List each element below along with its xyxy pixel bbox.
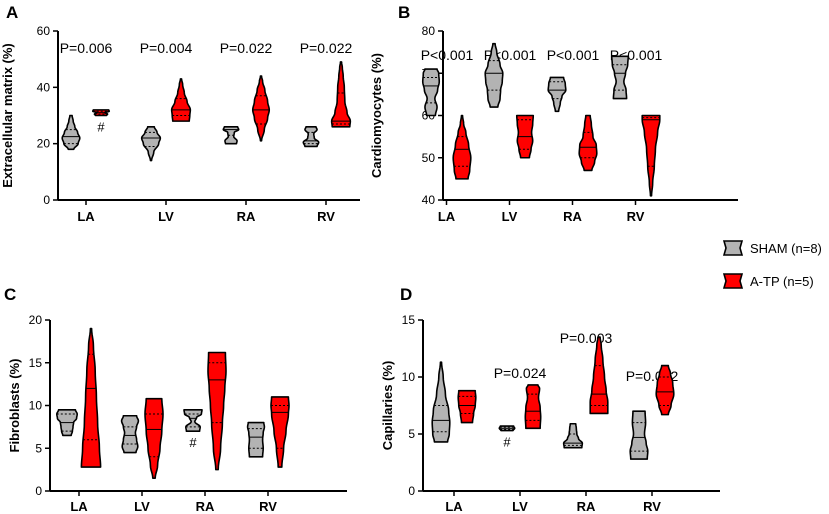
violin-sham-la xyxy=(61,114,81,151)
violin-sham-rv xyxy=(610,55,630,100)
violin-atp-rv xyxy=(641,114,661,197)
x-category-label: RA xyxy=(577,499,596,514)
violin-atp-lv xyxy=(144,397,164,479)
panel-b: B4050607080Cardiomyocytes (%)LAP<0.001LV… xyxy=(369,3,738,224)
y-tick-label: 40 xyxy=(37,80,51,94)
y-tick-label: 20 xyxy=(37,137,51,151)
y-tick-label: 10 xyxy=(29,399,43,413)
x-category-label: RA xyxy=(563,209,582,224)
y-tick-label: 15 xyxy=(29,356,43,370)
violin-sham-la xyxy=(421,68,441,117)
violin-atp-ra xyxy=(207,351,227,471)
x-category-label: RA xyxy=(196,499,215,514)
violin-atp-rv xyxy=(655,364,675,416)
violin-sham-rv xyxy=(246,421,266,458)
y-tick-label: 15 xyxy=(402,313,416,327)
y-tick-label: 0 xyxy=(408,484,415,498)
y-axis-title: Cardiomyocytes (%) xyxy=(369,53,384,178)
legend-swatch-sham xyxy=(722,240,744,256)
chart-panels: A 0 20 40 60 Extracellular matrix (%) LA P=0.00… xyxy=(0,3,738,514)
p-value-label: P<0.001 xyxy=(547,47,600,63)
panel-a: A 0 20 40 60 Extracellular matrix (%) LA P=0.00… xyxy=(0,3,360,224)
y-axis-title: Fibroblasts (%) xyxy=(7,359,22,453)
x-category-label: RA xyxy=(237,209,256,224)
legend-label-atp: A-TP (n=5) xyxy=(750,274,814,289)
violin-sham-ra xyxy=(562,422,584,449)
panel-letter: B xyxy=(398,3,410,22)
x-category-label: LV xyxy=(512,499,528,514)
violin-sham-lv xyxy=(484,42,504,108)
x-category-label: LV xyxy=(502,209,518,224)
violin-sham-lv xyxy=(120,414,140,454)
x-category-label: LA xyxy=(438,209,456,224)
violin-sham-ra xyxy=(183,408,203,432)
violin-atp-lv xyxy=(170,78,192,122)
p-value-label: P=0.022 xyxy=(220,40,273,56)
p-value-label: P=0.022 xyxy=(300,40,353,56)
p-value-label: P=0.024 xyxy=(494,365,547,381)
p-value-label: P<0.001 xyxy=(421,47,474,63)
panel-letter: A xyxy=(6,3,18,22)
panel-letter: C xyxy=(4,285,16,304)
y-tick-label: 5 xyxy=(408,427,415,441)
y-tick-label: 50 xyxy=(422,151,436,165)
violin-sham-la xyxy=(431,361,451,443)
legend: SHAM (n=8) A-TP (n=5) xyxy=(722,240,822,289)
x-category-label: LA xyxy=(77,209,95,224)
x-category-label: LV xyxy=(134,499,150,514)
panel-letter: D xyxy=(400,285,412,304)
significance-hash: # xyxy=(503,435,511,450)
violin-atp-la xyxy=(452,114,472,180)
violin-atp-ra xyxy=(251,75,271,142)
y-axis-title: Extracellular matrix (%) xyxy=(0,43,15,188)
y-axis-title: Capillaries (%) xyxy=(380,361,395,451)
violin-sham-lv xyxy=(140,125,162,162)
y-tick-label: 40 xyxy=(422,193,436,207)
panel-c: C 0 5 10 15 20 Fibroblasts (%) LA LV RA RV # xyxy=(4,285,347,514)
y-tick-label: 0 xyxy=(43,193,50,207)
violin-atp-la xyxy=(457,389,477,424)
violin-atp-lv xyxy=(524,384,542,430)
violin-atp-rv xyxy=(270,396,290,468)
violin-sham-ra xyxy=(547,76,567,113)
y-tick-label: 60 xyxy=(37,24,51,38)
y-tick-label: 5 xyxy=(35,441,42,455)
significance-hash: # xyxy=(97,120,105,135)
x-category-label: RV xyxy=(317,209,335,224)
y-tick-label: 20 xyxy=(29,313,43,327)
y-tick-label: 10 xyxy=(402,370,416,384)
legend-label-sham: SHAM (n=8) xyxy=(750,241,822,256)
x-category-label: RV xyxy=(643,499,661,514)
x-category-label: LA xyxy=(70,499,88,514)
violin-sham-rv xyxy=(302,125,320,148)
panel-d: D 0 5 10 15 Capillaries (%) LA LV P=0.024 RA P=0.0… xyxy=(380,285,720,514)
violin-sham-rv xyxy=(629,410,649,460)
x-category-label: LV xyxy=(158,209,174,224)
x-category-label: LA xyxy=(445,499,463,514)
violin-atp-ra xyxy=(589,336,609,415)
p-value-label: P=0.006 xyxy=(60,40,113,56)
y-tick-label: 0 xyxy=(35,484,42,498)
violin-atp-la xyxy=(80,327,102,468)
p-value-label: P=0.003 xyxy=(560,330,613,346)
significance-hash: # xyxy=(189,435,197,450)
p-value-label: P=0.004 xyxy=(140,40,193,56)
x-category-label: RV xyxy=(627,209,645,224)
violin-atp-ra xyxy=(578,114,598,172)
legend-swatch-atp xyxy=(722,273,744,289)
x-category-label: RV xyxy=(259,499,277,514)
violin-atp-rv xyxy=(330,61,352,128)
y-tick-label: 80 xyxy=(422,24,436,38)
